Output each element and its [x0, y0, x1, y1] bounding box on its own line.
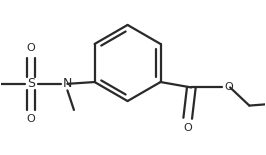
- Text: O: O: [183, 123, 192, 133]
- Text: O: O: [224, 82, 233, 93]
- Text: S: S: [27, 77, 35, 90]
- Text: N: N: [63, 77, 72, 90]
- Text: O: O: [27, 43, 36, 53]
- Text: O: O: [27, 114, 36, 124]
